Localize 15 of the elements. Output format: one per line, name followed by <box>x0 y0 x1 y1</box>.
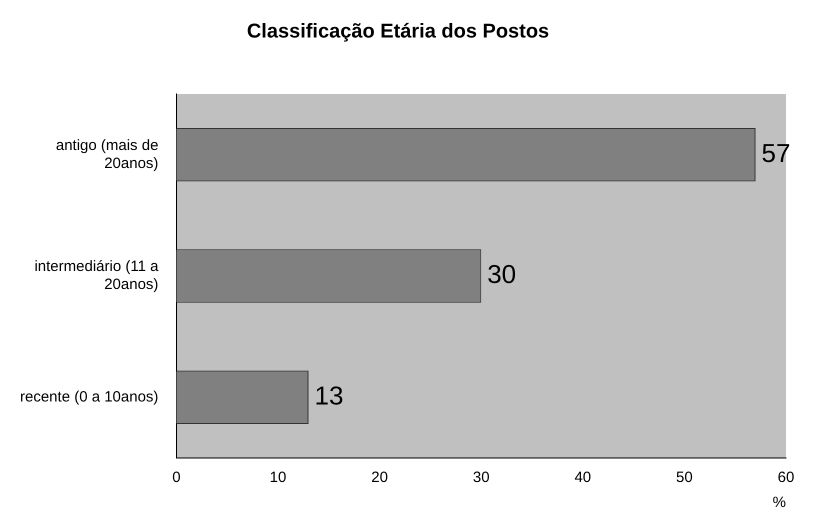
data-label: 13 <box>314 380 344 411</box>
y-tick-label: intermediário (11 a 20anos) <box>34 258 160 294</box>
x-tick-label: 50 <box>676 469 693 486</box>
data-label: 30 <box>487 259 516 290</box>
x-tick-label: 10 <box>270 469 286 486</box>
x-tick-label: 20 <box>371 469 388 486</box>
x-axis-title: % <box>772 494 786 512</box>
chart-title: Classificação Etária dos Postos <box>246 20 550 43</box>
x-tick-label: 0 <box>172 469 181 486</box>
x-tick-label: 60 <box>778 469 794 486</box>
x-tick-label: 30 <box>472 469 490 486</box>
x-tick-label: 40 <box>574 469 592 486</box>
data-label: 57 <box>762 138 790 168</box>
y-tick-label: antigo (mais de 20anos) <box>56 136 158 172</box>
y-tick-label: recente (0 a 10anos) <box>20 388 158 406</box>
